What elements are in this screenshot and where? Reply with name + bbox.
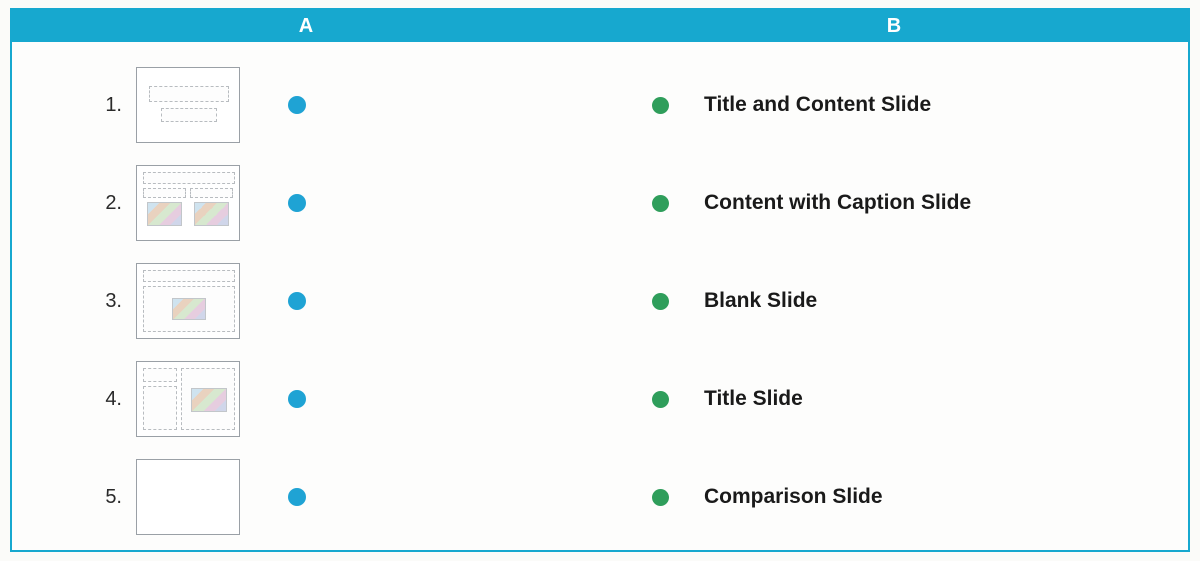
match-dot-left[interactable]: [288, 292, 306, 310]
column-b: Title and Content Slide Content with Capt…: [600, 42, 1188, 550]
column-a: 1. 2. 3. 4. 5.: [12, 42, 600, 550]
header-b-label: B: [887, 15, 901, 38]
match-dot-right[interactable]: [652, 391, 669, 408]
slide-type-label: Blank Slide: [704, 289, 817, 313]
table-border: A B 1. 2. 3. 4. 5. Title and Content Slide Co…: [10, 8, 1190, 552]
row-number: 4.: [76, 388, 136, 411]
match-dot-left[interactable]: [288, 96, 306, 114]
slide-thumb-blank: [136, 459, 240, 535]
slide-thumb-title_content: [136, 263, 240, 339]
match-dot-right[interactable]: [652, 489, 669, 506]
match-dot-left[interactable]: [288, 194, 306, 212]
row-a: 2.: [12, 154, 600, 252]
row-a: 4.: [12, 350, 600, 448]
row-b: Comparison Slide: [600, 448, 1188, 546]
row-number: 5.: [76, 486, 136, 509]
match-dot-right[interactable]: [652, 195, 669, 212]
slide-type-label: Content with Caption Slide: [704, 191, 971, 215]
header-a: A: [12, 10, 600, 42]
row-number: 2.: [76, 192, 136, 215]
row-b: Content with Caption Slide: [600, 154, 1188, 252]
row-a: 1.: [12, 56, 600, 154]
row-a: 3.: [12, 252, 600, 350]
slide-thumb-title: [136, 67, 240, 143]
row-number: 3.: [76, 290, 136, 313]
row-b: Title Slide: [600, 350, 1188, 448]
slide-type-label: Comparison Slide: [704, 485, 883, 509]
slide-type-label: Title and Content Slide: [704, 93, 931, 117]
page-root: A B 1. 2. 3. 4. 5. Title and Content Slide Co…: [0, 0, 1200, 561]
header-a-label: A: [299, 15, 313, 38]
match-dot-left[interactable]: [288, 488, 306, 506]
slide-thumb-content_caption: [136, 361, 240, 437]
table-header: A B: [12, 10, 1188, 42]
match-dot-right[interactable]: [652, 293, 669, 310]
row-a: 5.: [12, 448, 600, 546]
match-dot-right[interactable]: [652, 97, 669, 114]
slide-thumb-comparison: [136, 165, 240, 241]
header-b: B: [600, 10, 1188, 42]
slide-type-label: Title Slide: [704, 387, 803, 411]
row-b: Title and Content Slide: [600, 56, 1188, 154]
match-dot-left[interactable]: [288, 390, 306, 408]
row-number: 1.: [76, 94, 136, 117]
row-b: Blank Slide: [600, 252, 1188, 350]
table-body: 1. 2. 3. 4. 5. Title and Content Slide Conten…: [12, 42, 1188, 550]
